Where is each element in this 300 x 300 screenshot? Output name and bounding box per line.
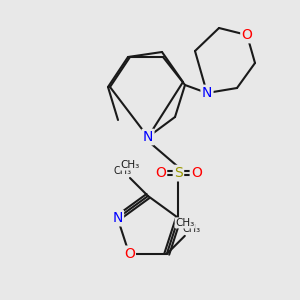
Text: S: S	[174, 166, 183, 180]
Text: N: N	[112, 211, 123, 225]
Text: CH₃: CH₃	[183, 224, 201, 234]
Text: O: O	[242, 28, 252, 42]
Text: O: O	[191, 166, 202, 180]
Text: CH₃: CH₃	[114, 166, 132, 176]
Text: O: O	[124, 247, 135, 261]
Text: N: N	[202, 86, 212, 100]
Text: N: N	[143, 130, 153, 144]
Text: O: O	[155, 166, 166, 180]
Text: CH₃: CH₃	[120, 160, 140, 170]
Text: CH₃: CH₃	[175, 218, 194, 228]
